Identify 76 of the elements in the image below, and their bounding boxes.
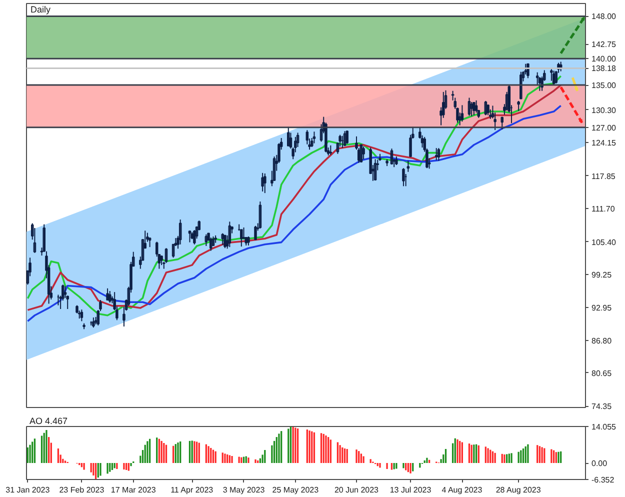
y-tick-label: 80.65	[592, 368, 612, 378]
candlestick	[264, 172, 266, 194]
candlestick	[329, 144, 332, 156]
candlestick	[193, 230, 196, 245]
candlestick	[261, 172, 264, 192]
candlestick	[362, 146, 365, 160]
x-tick-label: 23 Feb 2023	[59, 486, 105, 494]
candlestick	[488, 108, 492, 120]
candlestick	[80, 309, 84, 322]
candlestick	[204, 234, 208, 247]
y-tick-label: 92.95	[592, 304, 612, 313]
candlestick	[287, 126, 290, 146]
candlestick	[552, 70, 556, 86]
candlestick	[160, 255, 163, 266]
y-tick-label: 111.70	[592, 204, 616, 214]
y-tick-label: 105.40	[592, 238, 617, 247]
candlestick	[526, 63, 530, 79]
y-tick-label: 117.85	[592, 172, 616, 181]
x-tick-label: 28 Aug 2023	[496, 486, 542, 494]
candlestick	[106, 288, 109, 302]
y-tick-label: 138.18	[592, 64, 617, 74]
candlestick	[148, 237, 152, 248]
candlestick	[470, 101, 473, 117]
y-tick-label: 130.30	[592, 106, 617, 115]
x-tick-label: 20 Jun 2023	[334, 486, 380, 494]
candlestick	[346, 130, 348, 144]
candlestick	[402, 168, 405, 187]
candlestick	[221, 232, 224, 246]
y-tick-label: 127.00	[592, 123, 617, 132]
candlestick	[224, 234, 226, 249]
x-tick-label: 13 Jul 2023	[390, 486, 432, 494]
y-tick-label: 135.00	[592, 81, 617, 90]
candlestick	[500, 116, 504, 130]
candlestick	[242, 226, 246, 240]
candlestick	[520, 71, 522, 100]
candlestick	[550, 68, 553, 82]
x-tick-label: 17 Mar 2023	[110, 486, 156, 494]
candlestick	[360, 144, 363, 163]
candlestick	[209, 237, 212, 252]
candlestick	[460, 104, 464, 122]
y-tick-label: 140.00	[592, 54, 617, 64]
x-tick-label: 25 May 2023	[272, 486, 320, 494]
candlestick	[258, 201, 262, 230]
candlestick	[486, 104, 490, 116]
x-tick-label: 4 Aug 2023	[442, 486, 483, 494]
candlestick	[228, 221, 232, 248]
x-tick-label: 31 Jan 2023	[6, 486, 50, 494]
candlestick	[254, 225, 257, 240]
chart-title: Daily	[30, 4, 52, 14]
candlestick	[390, 148, 394, 165]
candlestick	[517, 100, 520, 112]
candlestick	[484, 100, 488, 116]
y-tick-label: 14.055	[592, 422, 617, 432]
y-tick-label: 99.25	[592, 270, 612, 280]
candlestick	[437, 148, 440, 162]
y-tick-label: 142.75	[592, 40, 617, 50]
y-tick-label: 148.00	[592, 12, 617, 22]
candlestick	[343, 130, 346, 146]
candlestick	[247, 236, 250, 246]
candlestick	[472, 102, 476, 116]
candlestick	[188, 230, 192, 243]
y-tick-label: 74.35	[592, 402, 612, 412]
chart-title: AO 4.467	[30, 416, 68, 426]
candlestick	[538, 76, 542, 92]
x-tick-label: 11 Apr 2023	[170, 486, 214, 494]
candlestick	[434, 148, 438, 161]
candlestick	[374, 158, 377, 181]
y-tick-label: -6.352	[592, 476, 615, 484]
candlestick	[92, 316, 95, 328]
candlestick	[212, 236, 215, 247]
y-tick-label: 124.15	[592, 138, 617, 148]
candlestick	[178, 219, 182, 245]
y-tick-label: 0.00	[592, 459, 608, 468]
y-tick-label: 86.80	[592, 336, 612, 346]
x-tick-label: 3 May 2023	[222, 486, 266, 494]
candlestick	[468, 97, 471, 116]
